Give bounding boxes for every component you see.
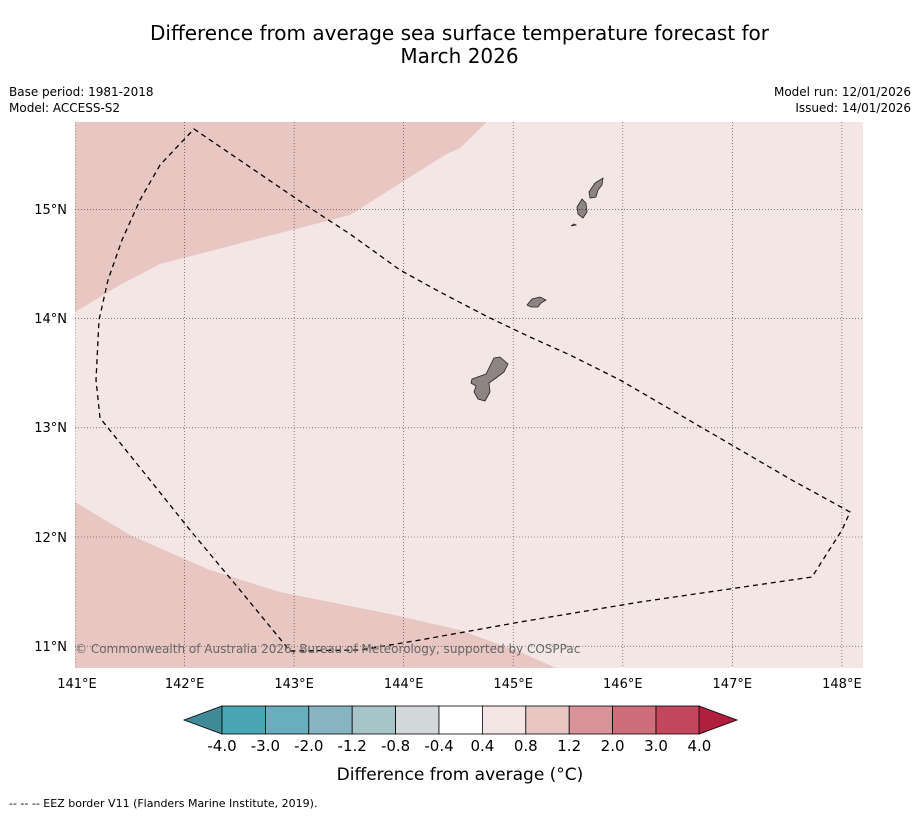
lon-label: 142°E [165, 677, 205, 692]
anomaly-region-south-0-8-1-2 [75, 502, 556, 668]
title-line-1: Difference from average sea surface temp… [149, 21, 769, 45]
meta-right: Model run: 12/01/2026 Issued: 14/01/2026 [774, 84, 911, 116]
island-saipan [588, 177, 604, 199]
colorbar-tick-label: -0.4 [424, 737, 453, 755]
colorbar-tick-label: -1.2 [338, 737, 367, 755]
colorbar-tick-label: -2.0 [294, 737, 323, 755]
colorbar-swatch [568, 705, 614, 735]
issued-date: Issued: 14/01/2026 [795, 101, 911, 115]
colorbar-swatch [395, 705, 440, 735]
anomaly-region-north-0-8-1-2 [75, 122, 487, 312]
colorbar-swatch [351, 705, 397, 735]
lat-label: 13°N [34, 421, 67, 436]
colorbar-title: Difference from average (°C) [337, 765, 584, 785]
colorbar-tick-label: 4.0 [687, 737, 711, 755]
lon-label: 147°E [713, 677, 753, 692]
island-tinian [576, 198, 588, 219]
colorbar-swatch [612, 705, 657, 735]
colorbar-tick-label: 0.8 [514, 737, 538, 755]
island-rota [526, 296, 547, 308]
chart-title: Difference from average sea surface temp… [0, 22, 919, 68]
lon-label: 148°E [822, 677, 862, 692]
lon-label: 146°E [603, 677, 643, 692]
colorbar-extend-low [182, 705, 223, 735]
lon-label: 145°E [493, 677, 533, 692]
graticule [75, 122, 863, 668]
colorbar-tick-label: 1.2 [557, 737, 581, 755]
island-aguijan [570, 223, 578, 227]
model-name: Model: ACCESS-S2 [9, 101, 121, 115]
colorbar-tick-label: -0.8 [381, 737, 410, 755]
island-guam [470, 356, 509, 402]
lat-label: 12°N [34, 531, 67, 546]
colorbar-tick-label: -3.0 [251, 737, 280, 755]
eez-border [95, 128, 851, 652]
colorbar-swatch [525, 705, 570, 735]
lon-label: 141°E [57, 677, 97, 692]
colorbar-tick-label: 0.4 [470, 737, 494, 755]
base-period: Base period: 1981-2018 [9, 85, 154, 99]
map-area: © Commonwealth of Australia 2026, Bureau… [75, 122, 863, 668]
eez-footnote: -- -- -- EEZ border V11 (Flanders Marine… [9, 797, 317, 810]
lat-label: 11°N [34, 640, 67, 655]
lat-label: 14°N [34, 312, 67, 327]
model-run: Model run: 12/01/2026 [773, 85, 911, 99]
colorbar-tick-label: 2.0 [601, 737, 625, 755]
lat-label: 15°N [34, 203, 67, 218]
lon-label: 143°E [274, 677, 314, 692]
colorbar-tick-label: -4.0 [207, 737, 236, 755]
colorbar-swatch [221, 705, 266, 735]
colorbar-swatch [264, 705, 310, 735]
colorbar-swatch [481, 705, 527, 735]
colorbar-swatch [655, 705, 700, 735]
title-line-2: March 2026 [400, 44, 519, 68]
colorbar-tick-label: 3.0 [644, 737, 668, 755]
meta-left: Base period: 1981-2018 Model: ACCESS-S2 [9, 84, 154, 116]
colorbar-swatch [308, 705, 353, 735]
lon-axis-labels: 141°E 142°E 143°E 144°E 145°E 146°E 147°… [57, 677, 861, 692]
colorbar-extend-high [698, 705, 739, 735]
copyright-text: © Commonwealth of Australia 2026, Bureau… [75, 642, 580, 656]
colorbar: -4.0 -3.0 -2.0 -1.2 -0.8 -0.4 0.4 0.8 1.… [182, 705, 739, 785]
lat-axis-labels: 15°N 14°N 13°N 12°N 11°N [34, 203, 67, 655]
colorbar-swatch [438, 705, 483, 735]
lon-label: 144°E [384, 677, 424, 692]
